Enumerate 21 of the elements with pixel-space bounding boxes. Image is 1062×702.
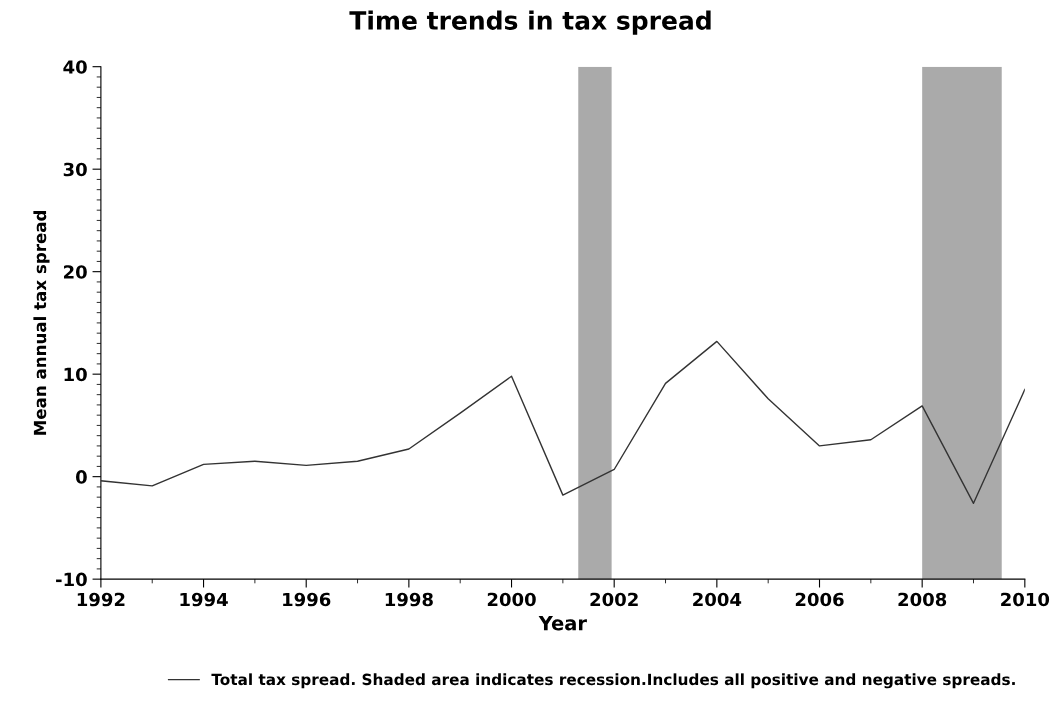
x-tick-label: 2006: [795, 592, 844, 607]
y-axis-title: Mean annual tax spread: [33, 210, 50, 435]
line-series: [100, 340, 1025, 505]
x-tick-label: 2002: [590, 592, 638, 607]
y-tick-label: 30: [63, 162, 87, 177]
legend-label: Total tax spread. Shaded area indicates recession.Includes all positive and negative spreads.: [211, 673, 1015, 689]
x-tick-label: 1998: [385, 592, 433, 607]
x-tick-label: 2008: [898, 592, 947, 607]
y-tick-label: 20: [64, 265, 87, 279]
x-tick-label: 2000: [487, 592, 536, 607]
y-tick-label: 0: [76, 470, 87, 484]
chart-title: Time trends in tax spread: [349, 10, 711, 35]
x-tick-label: 1996: [283, 592, 331, 607]
x-tick-label: 2010: [1001, 592, 1050, 607]
y-tick-label: 10: [64, 367, 87, 382]
x-tick-label: 1994: [180, 592, 228, 607]
x-axis-title: Year: [538, 615, 587, 631]
x-tick-label: 2004: [693, 592, 742, 607]
y-tick-label: 40: [63, 60, 87, 74]
y-tick-label: -10: [56, 572, 87, 587]
x-tick-label: 1992: [77, 592, 125, 607]
